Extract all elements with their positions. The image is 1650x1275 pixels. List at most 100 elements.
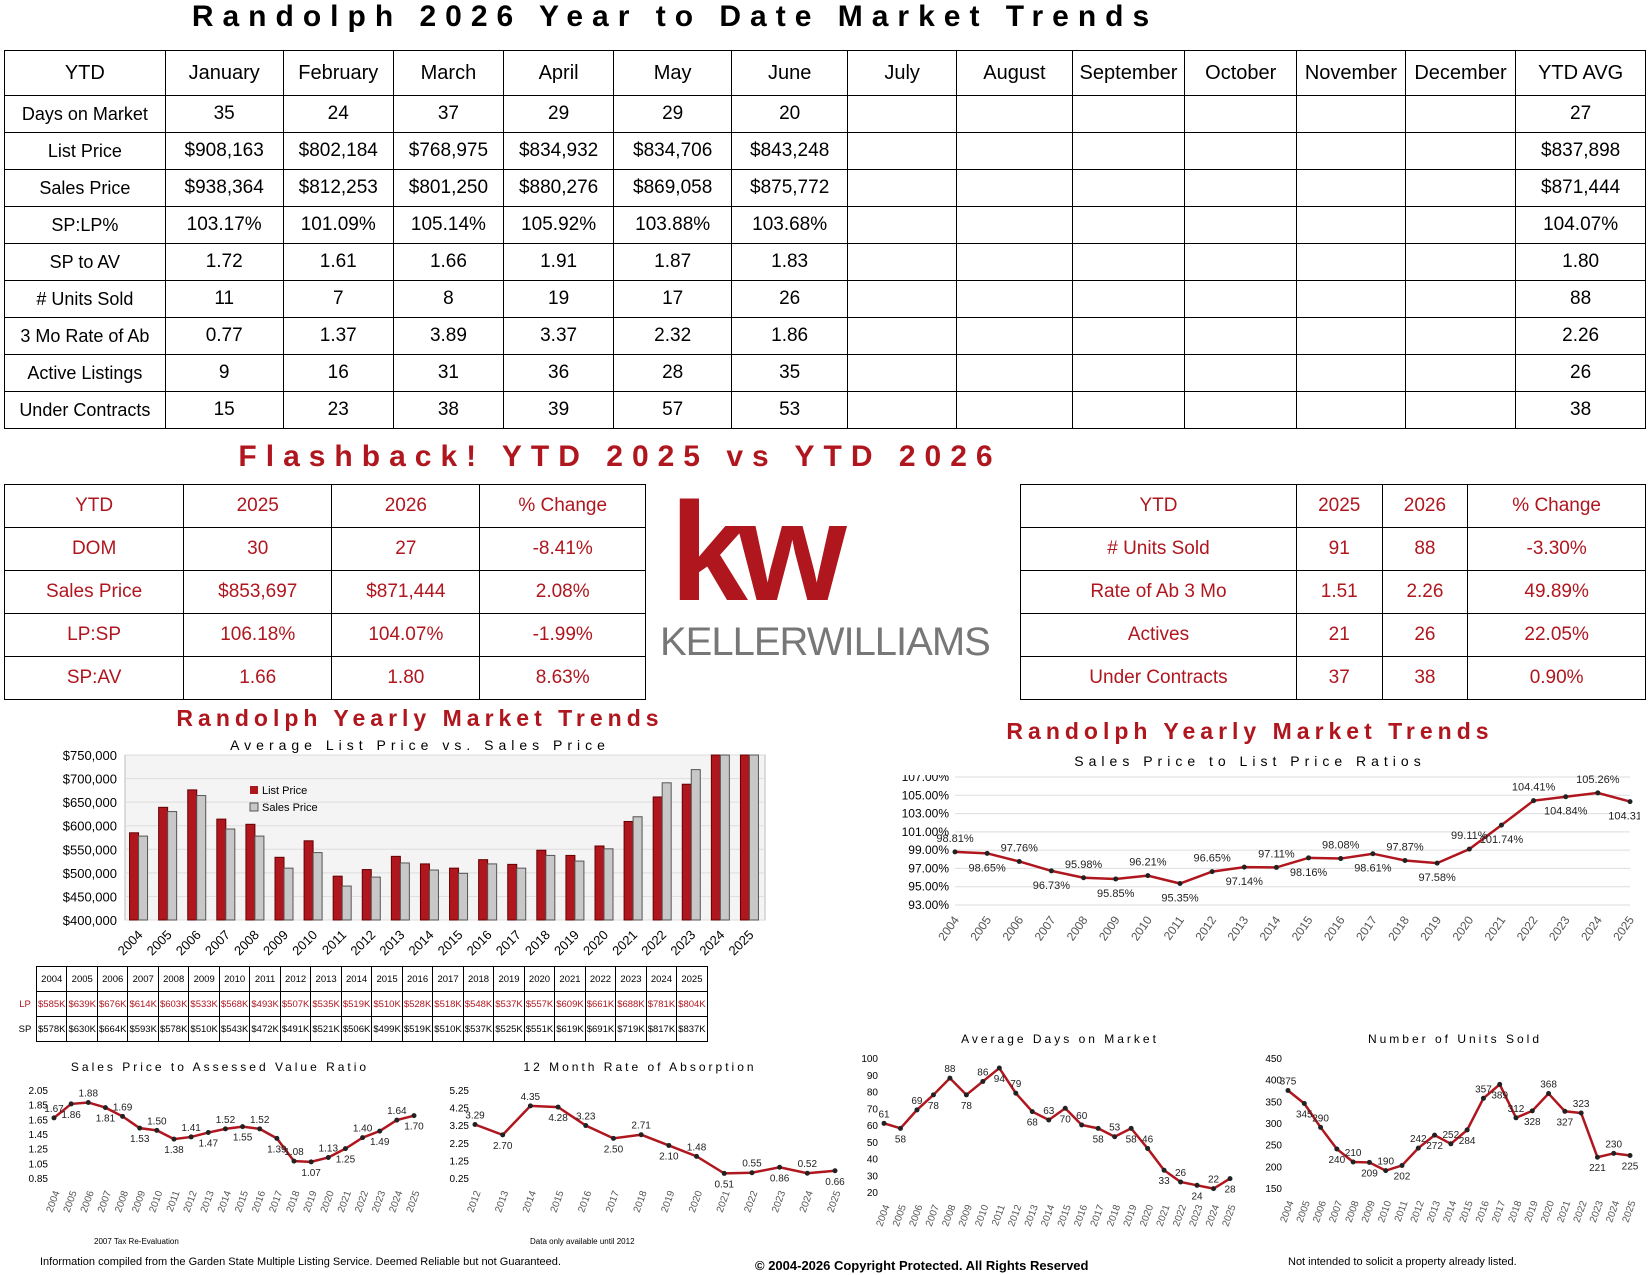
ytd-cell: 37: [392, 95, 505, 133]
x-tick-label: 2021: [715, 1189, 733, 1214]
x-tick-label: 2022: [638, 927, 669, 958]
flashback-cell: 104.07%: [331, 613, 481, 657]
y-tick-label: 97.00%: [908, 861, 949, 875]
x-tick-label: 2014: [1039, 1203, 1057, 1228]
table-year: 2018: [462, 966, 495, 992]
data-point: [1338, 856, 1344, 862]
data-point: [102, 1105, 108, 1111]
x-tick-label: 2009: [260, 927, 291, 958]
x-tick-label: 2013: [1023, 1203, 1041, 1228]
ytd-cell: [1071, 391, 1186, 429]
ytd-cell: 105.14%: [392, 206, 505, 244]
ytd-cell: [1404, 317, 1517, 355]
ytd-cell: [1296, 206, 1406, 244]
ytd-cell: [1071, 317, 1186, 355]
bar-sales-price: [748, 754, 759, 921]
x-tick-label: 2022: [1514, 913, 1541, 943]
y-tick-label: 20: [867, 1188, 879, 1199]
x-tick-label: 2020: [580, 927, 611, 958]
data-label: 2.50: [604, 1144, 624, 1155]
ytd-cell: 15: [164, 391, 284, 429]
bar-sales-price: [632, 816, 643, 921]
bar-sales-price: [167, 811, 178, 921]
ytd-cell: 1.61: [282, 243, 394, 281]
data-label: 327: [1557, 1117, 1574, 1128]
table-year: 2022: [584, 966, 617, 992]
table-cell: $691K: [584, 1016, 617, 1042]
data-label: 98.61%: [1354, 863, 1392, 875]
table-cell: $817K: [645, 1016, 678, 1042]
data-label: 209: [1361, 1168, 1378, 1179]
data-point: [666, 1142, 672, 1148]
x-tick-label: 2022: [743, 1189, 761, 1214]
table-cell: $510K: [432, 1016, 464, 1042]
ytd-cell: [1184, 391, 1298, 429]
x-tick-label: 2023: [1546, 913, 1573, 943]
data-point: [1529, 1108, 1535, 1114]
x-tick-label: 2007: [1032, 913, 1059, 943]
flashback-cell: 30: [183, 527, 333, 571]
bar-list-price: [361, 869, 372, 921]
x-tick-label: 2014: [216, 1189, 234, 1214]
x-tick-label: 2018: [522, 927, 553, 958]
x-tick-label: 2024: [387, 1189, 405, 1214]
data-point: [952, 849, 958, 855]
bar-sales-price: [196, 795, 207, 921]
y-tick-label: 100: [861, 1054, 878, 1065]
data-point: [1081, 875, 1087, 881]
data-label: 53: [1109, 1123, 1121, 1134]
ytd-cell: [1184, 206, 1298, 244]
x-tick-label: 2009: [957, 1203, 975, 1228]
data-point: [1562, 1108, 1568, 1114]
ytd-cell: [1071, 206, 1186, 244]
flashback-cell: $853,697: [183, 570, 333, 614]
ytd-row-label: Active Listings: [4, 354, 166, 392]
flashback-right-table: YTD 2025 2026% Change # Units Sold 91 88 -3.30…: [1020, 484, 1646, 700]
data-label: 0.51: [714, 1179, 734, 1190]
data-label: 0.55: [742, 1159, 762, 1170]
x-tick-label: 2013: [376, 927, 407, 958]
data-point: [1578, 1110, 1584, 1116]
y-tick-label: 40: [867, 1155, 879, 1166]
data-label: 24: [1191, 1191, 1203, 1202]
table-year: 2005: [66, 966, 98, 992]
data-point: [555, 1104, 561, 1110]
y-tick-label: 80: [867, 1088, 879, 1099]
ytd-cell: 1.37: [282, 317, 394, 355]
ytd-cell: [956, 243, 1073, 281]
bar-sales-price: [574, 860, 585, 921]
data-point: [1016, 858, 1022, 864]
sp-lp-ratio-chart: 93.00% 95.00% 97.00% 99.00% 101.00% 103.00% 10…: [902, 775, 1640, 943]
absorption-title: 12 Month Rate of Absorption: [523, 1060, 757, 1074]
x-tick-label: 2025: [1221, 1203, 1239, 1228]
bar-sales-price: [138, 835, 149, 921]
flashback-cell: 2.26: [1381, 570, 1469, 614]
y-tick-label: 95.00%: [908, 880, 949, 894]
bar-list-price: [623, 820, 634, 921]
legend-list-swatch: [250, 786, 258, 794]
ytd-cell: 35: [164, 95, 284, 133]
flashback-cell: $871,444: [331, 570, 481, 614]
flashback-cell: Actives: [1020, 613, 1297, 657]
flashback-header-cell: 2026: [1381, 484, 1469, 528]
ytd-cell: [1296, 280, 1406, 318]
data-point: [1350, 1159, 1356, 1165]
data-label: 1.41: [181, 1123, 201, 1134]
data-label: 221: [1589, 1163, 1606, 1174]
x-tick-label: 2012: [347, 927, 378, 958]
flashback-cell: -3.30%: [1467, 527, 1646, 571]
ytd-cell: 57: [613, 391, 733, 429]
bar-sales-price: [690, 769, 701, 921]
kw-mark: kw: [670, 490, 848, 630]
data-label: 105.26%: [1576, 775, 1620, 786]
list-vs-sales-bar-chart: $400,000 $450,000 $500,000 $550,000 $600,000…: [63, 750, 766, 958]
data-label: 97.11%: [1258, 848, 1295, 860]
table-year: 2010: [218, 966, 251, 992]
y-tick-label: $750,000: [63, 750, 117, 763]
flashback-left-table: YTD 2025 2026% Change DOM 30 27 -8.41% Sales Pr…: [3, 484, 646, 700]
y-tick-label: 1.25: [450, 1156, 470, 1167]
table-year: 2024: [645, 966, 678, 992]
y-tick-label: 150: [1265, 1184, 1282, 1195]
data-label: 63: [1043, 1106, 1055, 1117]
ytd-cell: [956, 317, 1073, 355]
